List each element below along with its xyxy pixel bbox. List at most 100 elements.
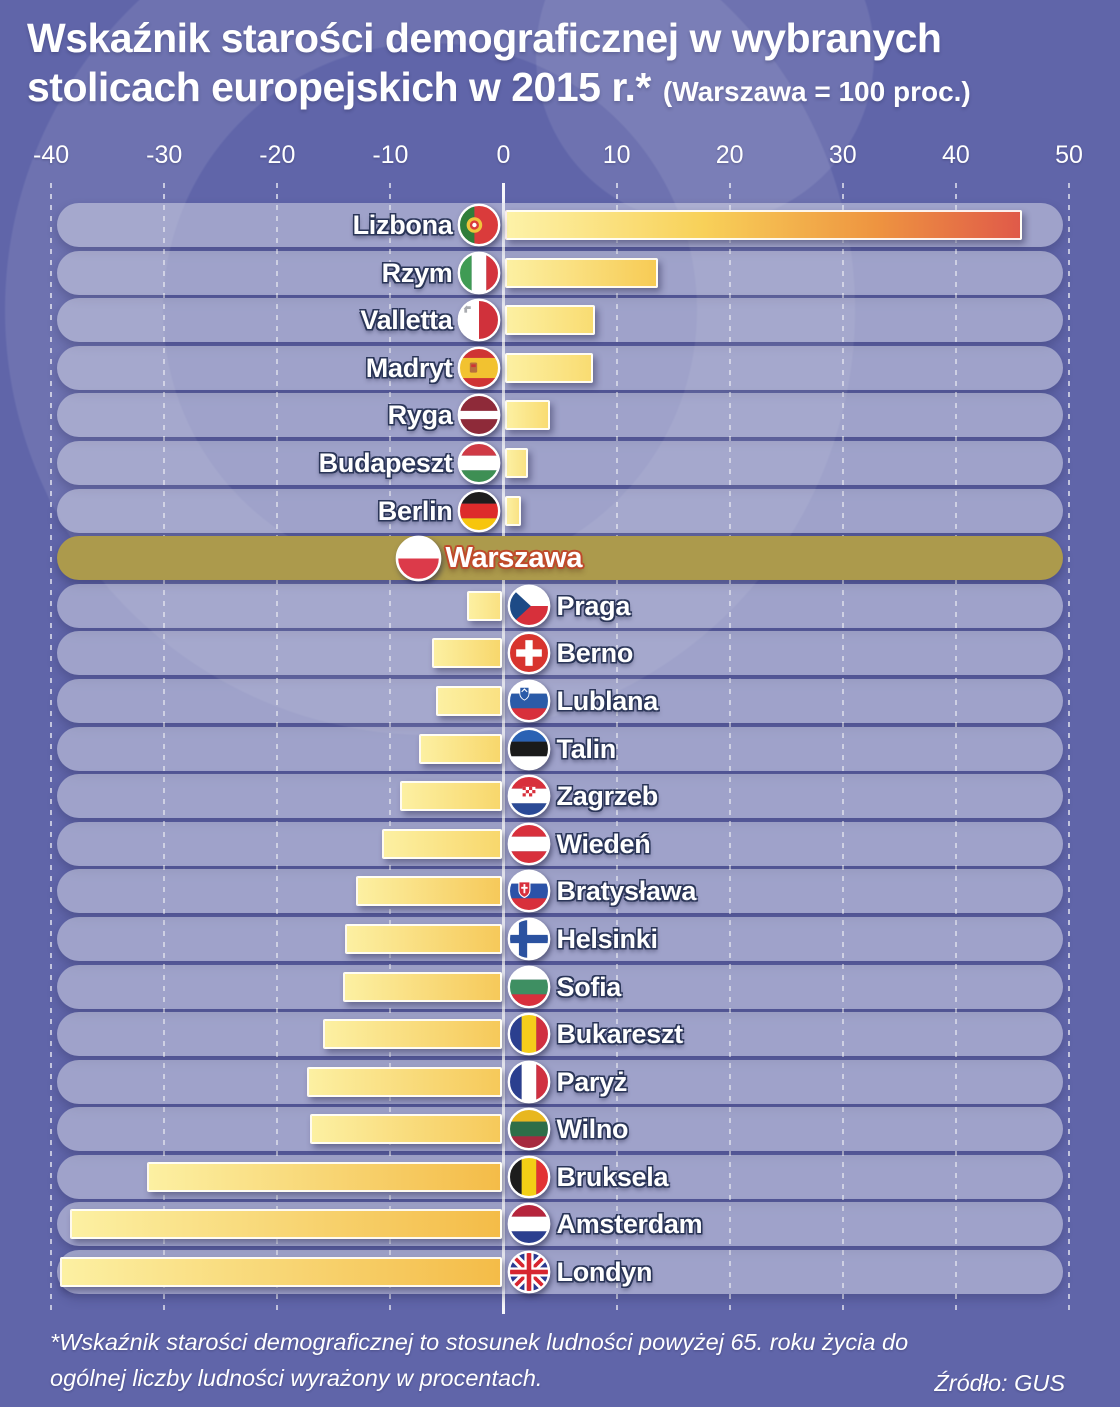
value-bar	[69, 1209, 502, 1240]
value-bar	[505, 447, 528, 478]
row-label: Berno	[556, 638, 634, 669]
row-label: Talin	[556, 733, 617, 764]
row-label: Helsinki	[556, 923, 658, 954]
chart-row: Helsinki	[57, 916, 1063, 961]
chart-row: Londyn	[57, 1250, 1063, 1295]
row-pill	[57, 488, 1063, 533]
row-label: Zagrzeb	[556, 781, 659, 812]
header: Wskaźnik starości demograficznej w wybra…	[27, 14, 1100, 112]
value-bar	[431, 638, 502, 669]
title-baseline-note: (Warszawa = 100 proc.)	[662, 76, 971, 108]
value-bar	[323, 1019, 502, 1050]
flag-czechia-icon	[507, 584, 551, 628]
title-line-2: stolicach europejskich w 2015 r.* (Warsza…	[27, 64, 971, 111]
axis-tick: -10	[372, 141, 409, 169]
row-label: Praga	[556, 590, 631, 621]
chart-row: Madryt	[57, 345, 1063, 390]
row-label: Berlin	[377, 495, 453, 526]
flag-austria-icon	[507, 822, 551, 866]
flag-slovenia-icon	[507, 679, 551, 723]
footer: *Wskaźnik starości demograficznej to sto…	[50, 1324, 1065, 1397]
value-bar	[382, 828, 502, 859]
row-label: Ryga	[387, 400, 453, 431]
axis-tick: 50	[1055, 141, 1083, 169]
gridline	[1068, 183, 1070, 1314]
flag-uk-icon	[507, 1250, 551, 1294]
source-label: Źródło: GUS	[934, 1369, 1065, 1396]
row-pill	[57, 916, 1063, 961]
row-pill	[57, 1059, 1063, 1104]
row-label: Wilno	[556, 1114, 629, 1145]
flag-germany-icon	[457, 489, 501, 533]
row-label: Madryt	[365, 352, 453, 383]
value-bar	[342, 971, 502, 1002]
chart-row: Bruksela	[57, 1154, 1063, 1199]
row-pill	[57, 869, 1063, 914]
value-bar	[344, 923, 502, 954]
flag-latvia-icon	[457, 393, 501, 437]
row-pill	[57, 1107, 1063, 1152]
page-title: Wskaźnik starości demograficznej w wybra…	[27, 14, 1100, 112]
row-label: Warszawa	[445, 542, 583, 575]
chart-row: Lizbona	[57, 203, 1063, 247]
flag-estonia-icon	[507, 727, 551, 771]
chart-row: Berno	[57, 631, 1063, 676]
value-bar	[356, 876, 502, 907]
row-label: Bratysława	[556, 876, 697, 907]
chart-row: Valletta	[57, 298, 1063, 343]
chart-row: Paryż	[57, 1059, 1063, 1104]
value-bar	[505, 210, 1022, 240]
flag-portugal-icon	[457, 203, 501, 247]
value-bar	[505, 257, 658, 288]
value-bar	[505, 305, 596, 336]
chart-row: Zagrzeb	[57, 774, 1063, 819]
row-pill	[57, 774, 1063, 819]
chart-row: Amsterdam	[57, 1202, 1063, 1247]
row-label: Londyn	[556, 1257, 653, 1288]
axis-tick: 0	[496, 141, 511, 169]
flag-belgium-icon	[507, 1155, 551, 1199]
flag-lithuania-icon	[507, 1107, 551, 1151]
value-bar	[59, 1257, 502, 1288]
flag-switzerland-icon	[507, 631, 551, 675]
row-label: Lizbona	[352, 210, 453, 240]
flag-spain-icon	[457, 346, 501, 390]
row-pill	[57, 440, 1063, 485]
axis-tick: -30	[146, 141, 183, 169]
chart-row: Talin	[57, 726, 1063, 771]
axis-tick: 10	[602, 141, 631, 169]
flag-hungary-icon	[457, 441, 501, 485]
value-bar	[505, 495, 521, 526]
row-label: Bruksela	[556, 1161, 669, 1192]
chart-row: Bratysława	[57, 869, 1063, 914]
value-bar	[400, 781, 502, 812]
value-bar	[505, 400, 551, 431]
row-label: Amsterdam	[556, 1209, 703, 1240]
chart-row: Warszawa	[57, 535, 1063, 582]
row-pill	[57, 678, 1063, 723]
flag-romania-icon	[507, 1012, 551, 1056]
chart-row: Berlin	[57, 488, 1063, 533]
chart-row: Budapeszt	[57, 440, 1063, 485]
flag-italy-icon	[457, 251, 501, 295]
flag-malta-icon	[457, 298, 501, 342]
value-bar	[307, 1066, 502, 1097]
title-line-1: Wskaźnik starości demograficznej w wybra…	[27, 15, 942, 61]
row-label: Rzym	[381, 257, 453, 288]
axis-tick: -20	[259, 141, 296, 169]
chart-row: Praga	[57, 583, 1063, 628]
chart-plot: Lizbona Rzym Valletta Madryt Ryga Budapeszt Be…	[50, 183, 1070, 1314]
flag-finland-icon	[507, 917, 551, 961]
axis-tick: 40	[941, 141, 970, 169]
axis-tick: -40	[33, 141, 70, 169]
row-pill	[57, 631, 1063, 676]
value-bar	[466, 590, 502, 621]
chart-row: Wiedeń	[57, 821, 1063, 866]
axis-tick: 20	[715, 141, 744, 169]
chart-row: Sofia	[57, 964, 1063, 1009]
x-axis: -40 -30 -20 -10 0 10 20 30 40 50	[33, 141, 1083, 177]
value-bar	[436, 685, 502, 716]
value-bar	[309, 1114, 502, 1145]
row-pill	[57, 393, 1063, 438]
row-label: Lublana	[556, 685, 659, 716]
